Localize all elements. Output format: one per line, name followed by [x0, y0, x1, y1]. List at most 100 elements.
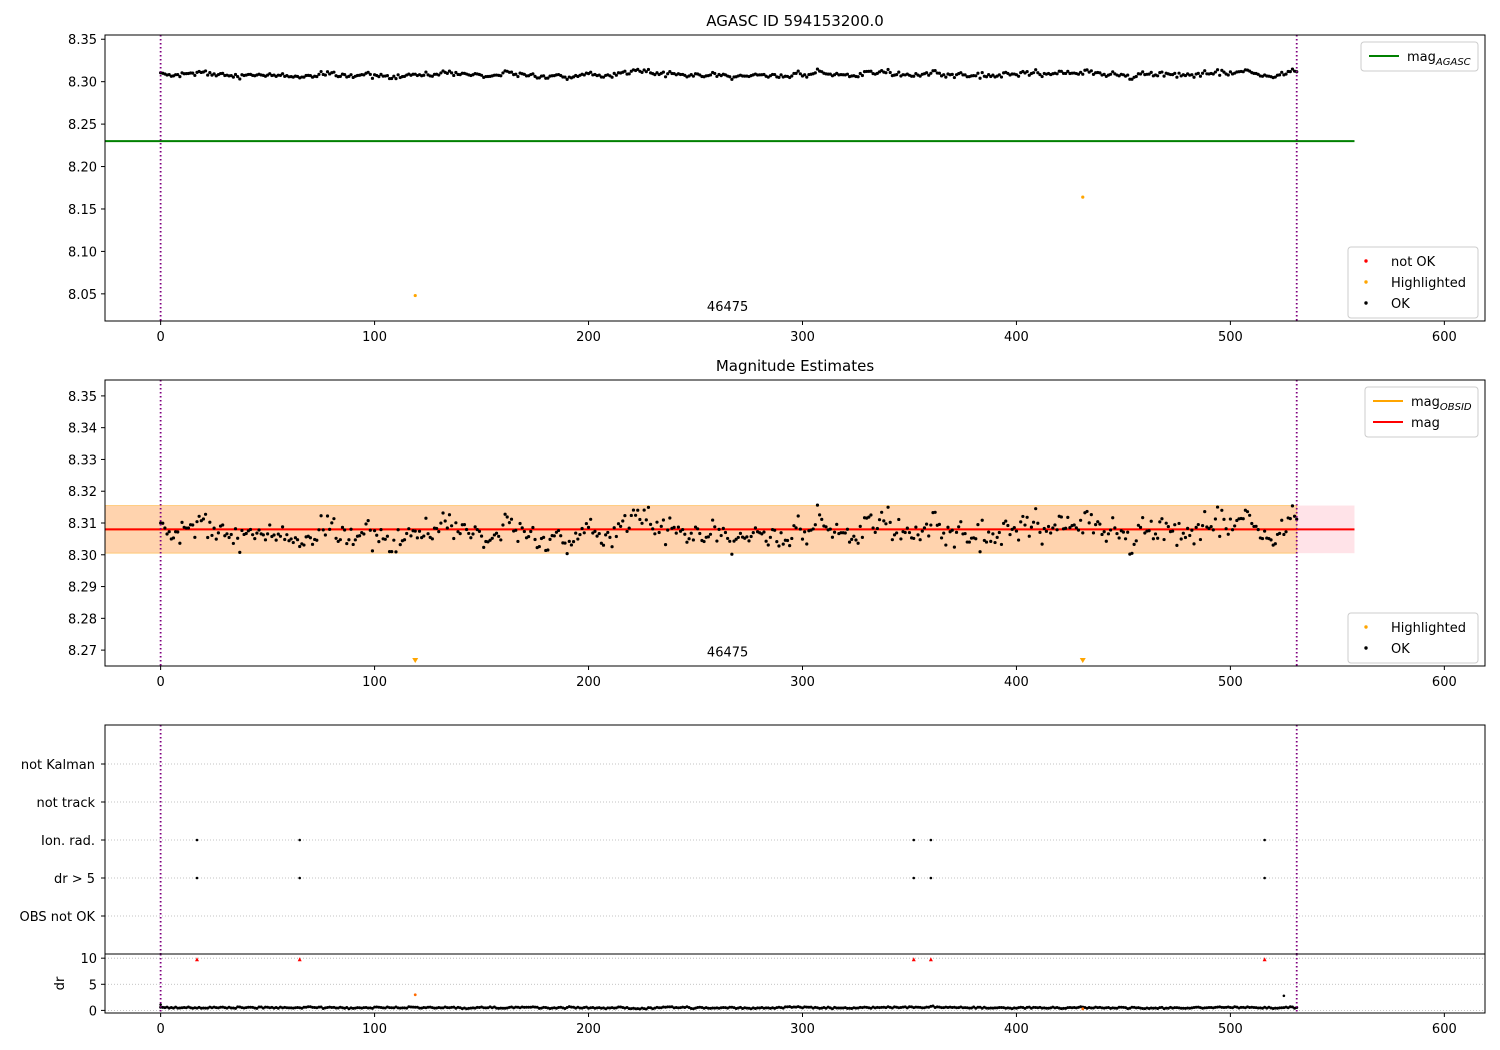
ok-point: [601, 75, 606, 79]
ok-point: [856, 75, 860, 79]
ok-point: [860, 73, 864, 78]
ok-point: [1248, 513, 1252, 517]
dr-point: [721, 1006, 725, 1010]
ok-point: [370, 549, 375, 553]
ok-point: [1198, 537, 1203, 542]
ok-point: [661, 518, 666, 522]
ok-point: [443, 519, 447, 523]
ok-point: [268, 523, 272, 527]
ok-point: [1200, 524, 1205, 528]
dr-point: [728, 1005, 732, 1009]
x-tick-label: 100: [362, 330, 387, 345]
ok-point: [323, 533, 327, 537]
ok-point: [405, 531, 409, 536]
ok-point: [257, 528, 261, 532]
ok-point: [715, 539, 719, 543]
ok-point: [238, 77, 242, 81]
ok-point: [832, 530, 837, 534]
ok-point: [963, 531, 967, 536]
ok-point: [655, 520, 659, 524]
ok-point: [644, 518, 648, 522]
dr-point: [409, 1005, 413, 1009]
ok-point: [347, 538, 351, 542]
ok-point: [636, 508, 640, 512]
y-tick-label: 5: [89, 978, 97, 993]
dr-point: [204, 1006, 208, 1010]
ok-point: [1162, 74, 1166, 78]
ok-point: [325, 514, 330, 518]
ok-point: [713, 71, 717, 76]
ok-point: [1021, 514, 1025, 519]
ok-point: [1164, 521, 1168, 525]
ok-point: [1138, 72, 1143, 76]
ok-point: [916, 533, 920, 537]
ok-point: [708, 73, 713, 77]
ok-point: [272, 533, 276, 537]
ok-point: [811, 527, 815, 531]
ok-point: [892, 533, 897, 537]
dr-point: [634, 1007, 638, 1011]
ok-point: [976, 71, 980, 75]
ok-point: [531, 525, 535, 530]
ok-point: [691, 538, 695, 542]
ok-point: [886, 67, 890, 72]
ok-point: [464, 527, 469, 532]
dr-point: [255, 1006, 259, 1010]
ok-point: [251, 533, 255, 537]
ok-point: [1147, 529, 1151, 533]
ok-point: [1042, 526, 1046, 531]
ok-point: [1141, 70, 1145, 74]
ok-point: [208, 71, 212, 75]
ok-point: [950, 528, 954, 532]
ok-point: [1188, 533, 1192, 538]
highlighted-offscale-marker: [412, 658, 419, 663]
ok-point: [212, 526, 216, 530]
ok-point: [877, 518, 882, 522]
ok-point: [452, 536, 456, 541]
ok-point: [574, 531, 578, 535]
ok-point: [749, 534, 753, 539]
dr-point: [569, 1005, 573, 1009]
ok-point: [1192, 542, 1196, 546]
legend-label: Highlighted: [1391, 276, 1466, 291]
ok-point: [702, 539, 706, 544]
ok-point: [980, 70, 984, 75]
ok-point: [315, 74, 319, 79]
dr-point: [482, 1006, 486, 1010]
ok-point: [950, 72, 954, 76]
ok-point: [1002, 521, 1006, 525]
flag-point: [195, 876, 199, 880]
ok-point: [554, 530, 559, 534]
y-tick-label: 8.31: [68, 517, 97, 532]
ok-point: [987, 72, 991, 77]
ok-point: [612, 526, 616, 530]
ok-point: [165, 532, 169, 536]
flag-point: [929, 876, 933, 880]
ok-point: [293, 536, 298, 540]
dr-point: [302, 1005, 306, 1009]
ok-point: [850, 537, 854, 541]
dr-point: [848, 1006, 852, 1010]
ok-point: [1010, 527, 1014, 531]
highlighted-point: [413, 293, 417, 298]
ok-point: [601, 543, 606, 547]
flag-category-label: Ion. rad.: [41, 834, 95, 849]
dr-point: [1280, 1006, 1284, 1010]
ok-point: [584, 521, 588, 526]
ok-point: [597, 531, 601, 536]
ok-point: [569, 543, 574, 547]
ok-point: [565, 552, 569, 556]
ok-point: [1108, 72, 1113, 76]
ok-point: [477, 529, 482, 533]
ok-point: [820, 517, 824, 521]
ok-point: [815, 67, 820, 71]
dr-point: [627, 1007, 631, 1011]
ok-point: [715, 74, 719, 79]
ok-point: [623, 69, 627, 73]
dr-point: [439, 1006, 443, 1010]
dr-point: [963, 1006, 967, 1010]
ok-point: [1241, 70, 1245, 74]
ok-point: [736, 535, 740, 540]
ok-point: [582, 73, 586, 77]
